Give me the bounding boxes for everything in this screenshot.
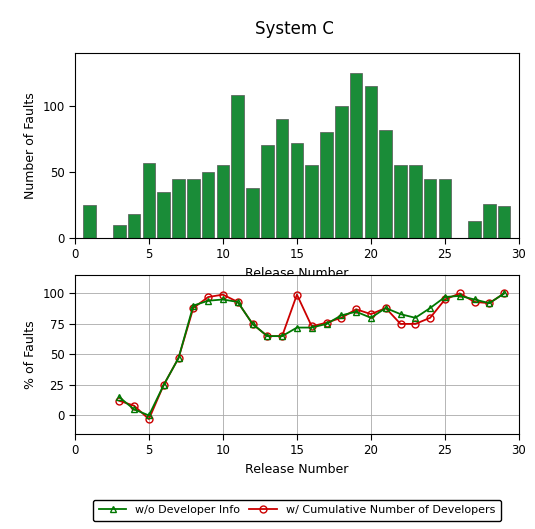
- Bar: [172, 178, 185, 238]
- Text: System C: System C: [255, 20, 334, 38]
- Bar: [335, 106, 348, 238]
- Bar: [320, 132, 333, 238]
- Bar: [365, 86, 377, 238]
- Bar: [498, 206, 510, 238]
- Bar: [261, 145, 273, 238]
- Bar: [379, 130, 392, 238]
- Bar: [143, 162, 155, 238]
- Bar: [276, 119, 288, 238]
- Bar: [202, 172, 215, 238]
- Bar: [350, 72, 362, 238]
- Bar: [128, 214, 140, 238]
- Bar: [157, 191, 170, 238]
- Bar: [217, 165, 229, 238]
- Bar: [113, 225, 126, 238]
- Bar: [291, 143, 303, 238]
- Bar: [468, 221, 481, 238]
- Bar: [409, 165, 422, 238]
- Y-axis label: Number of Faults: Number of Faults: [24, 92, 37, 199]
- Y-axis label: % of Faults: % of Faults: [24, 320, 37, 389]
- X-axis label: Release Number: Release Number: [245, 463, 349, 476]
- X-axis label: Release Number: Release Number: [245, 267, 349, 280]
- Bar: [232, 95, 244, 238]
- Bar: [305, 165, 318, 238]
- Bar: [424, 178, 437, 238]
- Bar: [83, 205, 96, 238]
- Bar: [439, 178, 451, 238]
- Bar: [246, 188, 259, 238]
- Legend: w/o Developer Info, w/ Cumulative Number of Developers: w/o Developer Info, w/ Cumulative Number…: [93, 500, 501, 521]
- Bar: [483, 204, 495, 238]
- Bar: [187, 178, 200, 238]
- Bar: [394, 165, 407, 238]
